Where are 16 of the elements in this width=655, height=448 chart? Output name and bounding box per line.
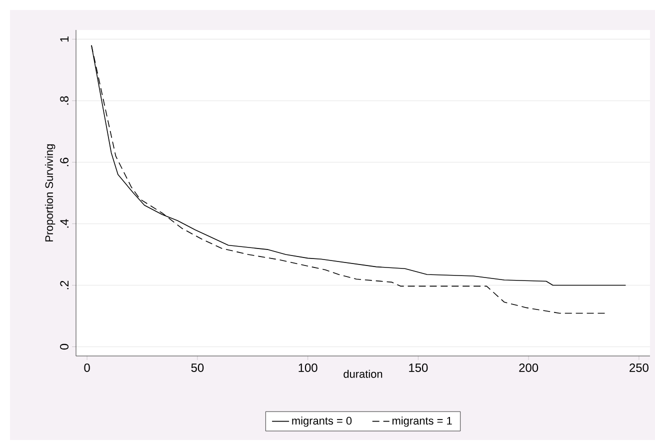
y-tick-label: 0: [60, 344, 68, 350]
x-axis-title: duration: [344, 370, 382, 378]
x-tick-label: 150: [409, 363, 428, 372]
legend-label: migrants = 1: [392, 416, 452, 427]
y-tick-label: .8: [60, 96, 68, 105]
x-tick-label: 100: [298, 363, 318, 372]
x-tick-label: 50: [191, 363, 204, 372]
x-tick-label: 250: [630, 363, 648, 372]
legend-label: migrants = 0: [292, 416, 352, 427]
y-tick-label: .6: [60, 158, 68, 166]
y-tick-label: .2: [60, 280, 69, 290]
y-tick-label: 1: [60, 36, 69, 42]
x-tick-label: 200: [519, 363, 538, 372]
x-tick-label: 0: [84, 363, 90, 372]
y-tick-label: .4: [60, 219, 69, 228]
y-axis-title: Proportion Surviving: [44, 144, 56, 242]
